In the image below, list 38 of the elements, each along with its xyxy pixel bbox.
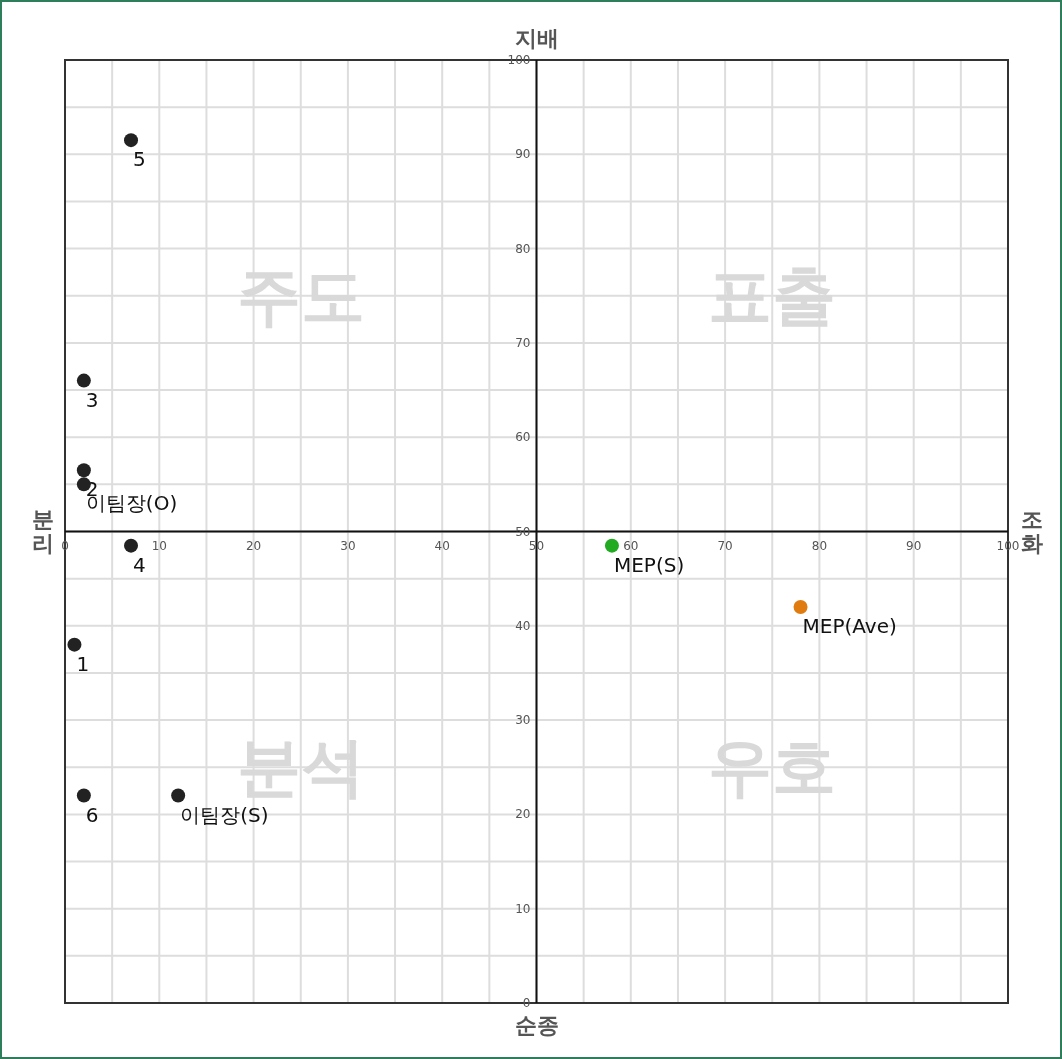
point	[76, 463, 91, 478]
text: 분리	[32, 507, 54, 556]
y-tick-label: 70	[515, 335, 531, 350]
x-tick-label: 10	[151, 538, 167, 553]
text: 조화	[1021, 507, 1043, 556]
series-label: MEP(Ave)	[802, 613, 897, 638]
point	[124, 538, 139, 553]
y-tick-label: 20	[515, 807, 531, 822]
y-tick-label: 90	[515, 147, 531, 162]
series-label: 3	[85, 387, 99, 412]
x-tick-label: 30	[340, 538, 356, 553]
series-label: 5	[133, 147, 146, 172]
text: 순종	[514, 1013, 559, 1038]
series-label: 6	[85, 802, 99, 827]
y-tick-label: 10	[515, 901, 531, 916]
point	[604, 538, 619, 553]
point	[67, 637, 82, 652]
x-tick-label: 90	[906, 538, 922, 553]
y-tick-label: 30	[515, 713, 531, 728]
point	[793, 599, 808, 614]
point	[171, 788, 186, 803]
point	[76, 788, 91, 803]
y-tick-label: 50	[515, 524, 531, 539]
x-tick-label: 70	[717, 538, 733, 553]
x-tick-label: 40	[434, 538, 450, 553]
series-label: 4	[133, 552, 146, 577]
x-tick-label: 60	[623, 538, 639, 553]
series-label: MEP(S)	[613, 552, 685, 577]
series-label: 1	[76, 651, 90, 676]
y-tick-label: 40	[515, 618, 531, 633]
y-tick-label: 60	[515, 430, 531, 445]
text: 지배	[514, 26, 559, 51]
x-tick-label: 20	[245, 538, 262, 553]
y-tick-label: 80	[515, 241, 531, 256]
point	[124, 133, 139, 148]
point	[76, 373, 91, 388]
x-tick-label: 80	[811, 538, 828, 553]
series-label: 이팀장(S)	[180, 802, 269, 827]
